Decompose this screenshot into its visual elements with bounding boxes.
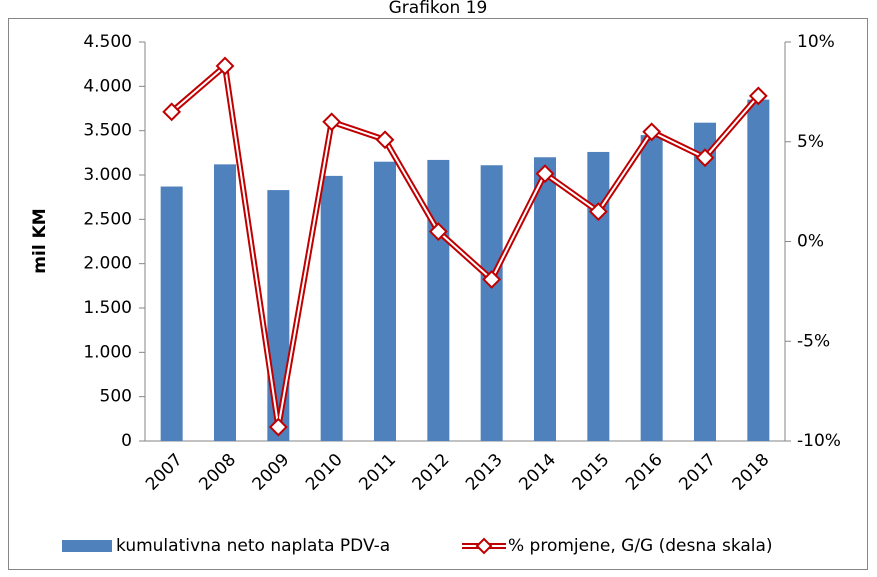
marker (695, 148, 715, 168)
line-inner (171, 63, 760, 428)
y-tick-label: 1.500 (83, 298, 132, 318)
y2-tick-label: 5% (797, 132, 824, 152)
marker (535, 164, 555, 184)
y-tick-label: 3.500 (83, 121, 132, 141)
y-tick-label: 1.000 (83, 342, 132, 362)
marker (588, 202, 608, 221)
y-tick-label: 3.000 (83, 165, 132, 185)
y-tick-label: 4.500 (83, 32, 132, 52)
marker (215, 56, 235, 76)
y2-tick-label: -10% (797, 431, 841, 451)
marker (748, 86, 768, 106)
y-tick-label: 2.000 (83, 254, 132, 274)
marker (268, 417, 288, 437)
bar (534, 157, 556, 441)
bar (374, 161, 396, 441)
y2-tick-label: 10% (797, 32, 835, 52)
marker (162, 102, 182, 122)
bar (267, 190, 290, 441)
y-tick-label: 4.000 (83, 76, 132, 96)
bar (320, 175, 343, 442)
bar (427, 159, 450, 441)
legend-label: % promjene, G/G (desna skala) (508, 536, 773, 556)
bar (480, 165, 503, 441)
legend-swatch (62, 540, 112, 552)
y-tick-label: 500 (100, 387, 132, 407)
legend-marker (475, 537, 493, 555)
marker (482, 269, 502, 289)
legend-label: kumulativna neto naplata PDV-a (116, 536, 390, 556)
chart-title: Grafikon 19 (389, 0, 488, 18)
marker (642, 122, 662, 142)
marker (375, 130, 395, 150)
bar (214, 164, 236, 442)
bar (640, 135, 663, 441)
marker (322, 112, 342, 132)
marker (428, 222, 448, 241)
y-axis-label: mil KM (30, 208, 50, 273)
bar (747, 99, 770, 441)
y-tick-label: 0 (121, 431, 132, 451)
bar (160, 186, 183, 441)
y2-tick-label: 0% (797, 232, 824, 252)
bar (587, 151, 610, 442)
bar (694, 122, 716, 441)
y2-tick-label: -5% (797, 331, 830, 351)
y-tick-label: 2.500 (83, 209, 132, 229)
